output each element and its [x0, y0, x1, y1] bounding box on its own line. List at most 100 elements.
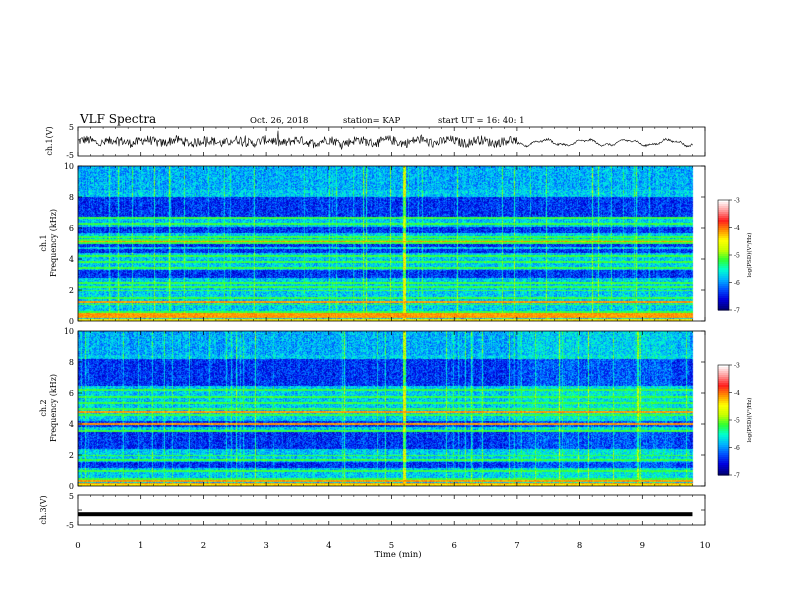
colorbar-step: [718, 403, 729, 406]
colorbar-step: [718, 471, 729, 474]
colorbar-step: [718, 391, 729, 394]
colorbar-step: [718, 371, 729, 374]
colorbar-step: [718, 453, 729, 456]
x-tick-label: 2: [201, 541, 206, 551]
ch2-spec-ylabel-frequency: Frequency (kHz): [49, 374, 58, 442]
colorbar-step: [718, 383, 729, 386]
colorbar-step: [718, 369, 729, 372]
ch3-ticks: [77, 495, 706, 525]
start-time-label: start UT = 16: 40: 1: [438, 116, 525, 126]
ch2-spectrogram-panel: 0 2 4 6 8 10 ch.2 Frequency (kHz): [39, 327, 706, 491]
colorbar-step: [718, 284, 729, 287]
colorbar-step: [718, 308, 729, 311]
colorbar-step: [718, 441, 729, 444]
freq-tick-label: 8: [69, 358, 74, 367]
colorbar-step: [718, 379, 729, 382]
colorbar-step: [718, 395, 729, 398]
colorbar-step: [718, 228, 729, 231]
colorbar-step: [718, 375, 729, 378]
colorbar-step: [718, 296, 729, 299]
colorbar-step: [718, 248, 729, 251]
ch1-ytick-top: 5: [69, 123, 74, 132]
colorbar-step: [718, 389, 729, 392]
colorbar-step: [718, 218, 729, 221]
colorbar-step: [718, 242, 729, 245]
colorbar-step: [718, 304, 729, 307]
ch1-spectrogram-panel: 0 2 4 6 8 10 ch.1 Frequency (kHz): [39, 162, 706, 326]
colorbar-tick-label: -6: [734, 280, 740, 287]
ch1-spectrogram-image: [78, 166, 705, 321]
x-axis-label: Time (min): [374, 549, 421, 560]
x-tick-label: 6: [451, 541, 456, 551]
colorbar-step: [718, 306, 729, 309]
ch2-colorbar: -3 -4 -5 -6 -7 log(PSD)(V²/Hz): [717, 363, 753, 480]
colorbar-step: [718, 222, 729, 225]
colorbar-step: [718, 216, 729, 219]
colorbar-step: [718, 387, 729, 390]
colorbar-step: [718, 256, 729, 259]
colorbar-step: [718, 431, 729, 434]
colorbar-step: [718, 278, 729, 281]
colorbar-step: [718, 272, 729, 275]
colorbar-step: [718, 280, 729, 283]
colorbar-step: [718, 294, 729, 297]
colorbar-step: [718, 425, 729, 428]
freq-tick-label: 2: [69, 451, 74, 460]
colorbar-step: [718, 300, 729, 303]
freq-tick-label: 0: [69, 482, 74, 491]
colorbar-step: [718, 451, 729, 454]
colorbar-step: [718, 292, 729, 295]
colorbar-step: [718, 214, 729, 217]
colorbar-step: [718, 461, 729, 464]
colorbar-step: [718, 288, 729, 291]
freq-tick-label: 10: [64, 327, 74, 336]
colorbar-step: [718, 449, 729, 452]
colorbar-step: [718, 302, 729, 305]
colorbar-step: [718, 264, 729, 267]
colorbar-step: [718, 393, 729, 396]
colorbar-step: [718, 377, 729, 380]
colorbar-step: [718, 224, 729, 227]
colorbar-step: [718, 212, 729, 215]
colorbar-step: [718, 423, 729, 426]
colorbar-step: [718, 433, 729, 436]
colorbar-step: [718, 230, 729, 233]
colorbar-step: [718, 445, 729, 448]
colorbar-step: [718, 260, 729, 263]
colorbar-step: [718, 381, 729, 384]
x-tick-label: 7: [514, 541, 519, 551]
colorbar-step: [718, 240, 729, 243]
ch2-spec-ytick-labels: 0 2 4 6 8 10: [64, 327, 74, 491]
colorbar-tick-label: -5: [734, 418, 740, 425]
x-tick-label: 0: [75, 541, 80, 551]
colorbar-tick-label: -3: [734, 198, 740, 205]
colorbar-step: [718, 401, 729, 404]
colorbar-tick-label: -5: [734, 253, 740, 260]
freq-tick-label: 6: [69, 389, 74, 398]
colorbar-step: [718, 443, 729, 446]
colorbar-step: [718, 437, 729, 440]
ch1-spec-ticks: [77, 165, 706, 322]
colorbar-step: [718, 268, 729, 271]
colorbar-step: [718, 435, 729, 438]
colorbar-step: [718, 473, 729, 476]
freq-tick-label: 8: [69, 193, 74, 202]
colorbar-step: [718, 405, 729, 408]
ch2-spectrogram-image: [78, 331, 705, 486]
ch1-ticks: [77, 127, 706, 156]
ch3-waveform-panel: 5 -5 ch.3(V): [39, 492, 706, 530]
colorbar-step: [718, 274, 729, 277]
x-tick-labels: 0 1 2 3 4 5 6 7 8 9 10: [75, 541, 710, 551]
ch1-spec-ylabel-frequency: Frequency (kHz): [49, 209, 58, 277]
date-label: Oct. 26, 2018: [250, 116, 308, 126]
colorbar-step: [718, 467, 729, 470]
ch3-flat-line: [78, 512, 693, 517]
ch1-spec-ylabel-channel: ch.1: [39, 234, 48, 251]
colorbar-label: log(PSD)(V²/Hz): [746, 233, 753, 278]
colorbar-step: [718, 266, 729, 269]
x-tick-label: 3: [263, 541, 268, 551]
ch3-ytick-top: 5: [69, 492, 74, 501]
colorbar-step: [718, 282, 729, 285]
colorbar-step: [718, 202, 729, 205]
colorbar-step: [718, 469, 729, 472]
